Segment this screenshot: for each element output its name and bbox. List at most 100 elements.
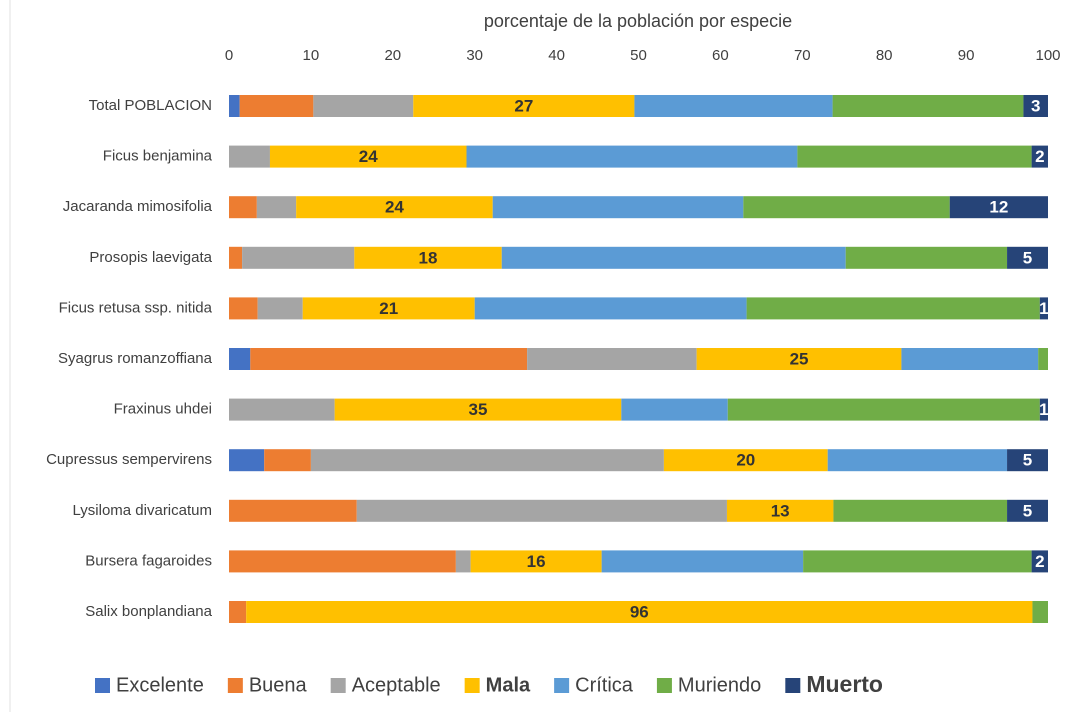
data-label: 27 (514, 96, 533, 115)
x-tick-label: 10 (303, 47, 320, 64)
bar-segment (269, 145, 467, 168)
bar-segment (296, 196, 493, 219)
data-label: 96 (630, 602, 649, 621)
bar-segment (901, 348, 1039, 370)
bar-segment (413, 95, 635, 117)
legend-swatch (464, 678, 480, 693)
bar-segment (257, 297, 303, 320)
bar-segment (229, 196, 257, 219)
legend-label: Muerto (806, 671, 883, 697)
y-tick-label: Syagrus romanzoffiana (58, 350, 213, 367)
data-label: 2 (1035, 147, 1044, 166)
bar-segment (1031, 145, 1048, 168)
y-tick-label: Ficus retusa ssp. nitida (59, 299, 213, 316)
bar-segment (264, 449, 311, 472)
y-tick-label: Fraxinus uhdei (114, 401, 212, 418)
bar-segment (246, 601, 1033, 623)
bar-segment (746, 297, 1040, 320)
bar-segment (832, 95, 1024, 117)
data-label: 21 (379, 299, 398, 318)
data-label: 1 (1039, 299, 1048, 318)
bar-segment (302, 297, 475, 320)
legend-label: Crítica (575, 674, 634, 696)
legend-swatch (554, 678, 570, 693)
bar-segment (1039, 398, 1048, 421)
bar-segment (492, 196, 744, 219)
bar-segment (229, 398, 335, 421)
bar-segment (229, 297, 258, 320)
data-label: 5 (1023, 451, 1032, 470)
data-label: 2 (1035, 552, 1044, 571)
legend-label: Aceptable (352, 674, 441, 696)
data-label: 20 (736, 451, 755, 470)
bar-segment (949, 196, 1048, 219)
y-tick-label: Jacaranda mimosifolia (63, 198, 213, 215)
x-axis-title: porcentaje de la población por especie (484, 11, 792, 31)
bar-segment (334, 398, 622, 421)
bar-segment (229, 499, 357, 522)
legend-label: Muriendo (678, 674, 761, 696)
bar-segment (743, 196, 950, 219)
bar-segment (229, 601, 247, 623)
y-tick-label: Total POBLACION (89, 97, 212, 114)
bar-segment (1038, 348, 1048, 370)
y-tick-label: Prosopis laevigata (89, 249, 212, 266)
legend-label: Buena (249, 674, 308, 696)
x-tick-label: 40 (548, 47, 565, 64)
bar-segment (663, 449, 828, 472)
bar-segment (621, 398, 728, 421)
bar-segment (470, 550, 602, 573)
data-label: 13 (771, 501, 790, 520)
bar-segment (827, 449, 1008, 472)
legend-swatch (785, 678, 801, 693)
bar-segment (256, 196, 297, 219)
bar-segment (1007, 499, 1048, 522)
bar-segment (229, 348, 251, 370)
bar-segment (466, 145, 798, 168)
data-label: 1 (1039, 400, 1048, 419)
bar-segment (1007, 246, 1048, 269)
bar-segment (833, 499, 1008, 522)
bar-segment (310, 449, 664, 472)
bar-segment (356, 499, 727, 522)
bar-segment (229, 246, 243, 269)
bar-segment (1032, 601, 1048, 623)
x-tick-label: 50 (630, 47, 647, 64)
bar-segment (797, 145, 1032, 168)
x-tick-label: 60 (712, 47, 729, 64)
x-tick-label: 70 (794, 47, 811, 64)
data-label: 3 (1031, 96, 1040, 115)
legend-swatch (95, 678, 110, 693)
bar-segment (634, 95, 833, 117)
x-tick-label: 90 (958, 47, 975, 64)
bar-segment (229, 95, 240, 117)
bar-segment (1023, 95, 1048, 117)
x-tick-label: 100 (1035, 47, 1060, 64)
bar-segment (601, 550, 804, 573)
bar-segment (250, 348, 528, 370)
bar-segment (696, 348, 902, 370)
bar-segment (501, 246, 846, 269)
x-tick-label: 30 (466, 47, 483, 64)
x-tick-label: 80 (876, 47, 893, 64)
y-tick-label: Cupressus sempervirens (46, 451, 212, 468)
bar-segment (354, 246, 502, 269)
bar-segment (1039, 297, 1048, 320)
data-label: 12 (989, 198, 1008, 217)
y-tick-label: Bursera fagaroides (85, 552, 212, 569)
data-label: 5 (1023, 248, 1032, 267)
data-label: 16 (527, 552, 546, 571)
data-label: 24 (359, 147, 378, 166)
y-tick-label: Lysiloma divaricatum (73, 502, 213, 519)
data-label: 18 (419, 248, 438, 267)
legend-swatch (656, 678, 672, 693)
data-label: 24 (385, 198, 404, 217)
legend-swatch (330, 678, 346, 693)
data-label: 25 (790, 349, 809, 368)
y-tick-label: Salix bonplandiana (85, 603, 212, 620)
bar-segment (803, 550, 1032, 573)
legend-label: Excelente (116, 674, 204, 696)
bar-segment (1031, 550, 1048, 573)
bar-segment (455, 550, 471, 573)
